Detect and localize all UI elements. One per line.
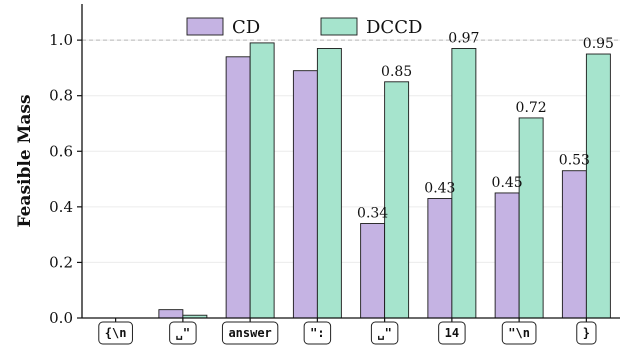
bar-cd [225, 56, 251, 319]
legend: CD DCCD [186, 17, 422, 38]
data-label: 0.95 [583, 36, 614, 52]
data-label: 0.53 [559, 153, 590, 169]
data-label: 0.34 [357, 206, 388, 222]
grid-layer [82, 39, 620, 319]
y-tick-label: 0.6 [49, 142, 73, 160]
x-tick-label: 14 [445, 326, 459, 340]
data-label: 0.97 [448, 30, 479, 46]
x-tick-box [370, 321, 399, 345]
bar-dccd [249, 42, 275, 319]
bar-cd [494, 192, 520, 319]
bar-layer [158, 42, 611, 319]
y-tick-label: 0.8 [49, 87, 73, 105]
x-tick-box [438, 321, 466, 345]
x-tick-label: ": [310, 326, 324, 340]
bar-cd [292, 70, 318, 319]
bar-dccd [585, 53, 611, 319]
legend-swatch-cd [186, 17, 224, 36]
bar-dccd [451, 48, 477, 319]
x-tick-label: answer [228, 326, 271, 340]
legend-label-cd: CD [232, 17, 260, 38]
x-tick-box [501, 321, 537, 345]
bar-cd [360, 223, 386, 319]
y-tick-label: 0.2 [49, 253, 73, 271]
x-tick-label: ␣" [377, 326, 391, 340]
x-tick-box [303, 321, 332, 345]
x-tick-box [576, 321, 597, 345]
data-label: 0.72 [516, 100, 547, 116]
bar-dccd [316, 48, 342, 319]
frame-layer [77, 4, 620, 322]
data-label: 0.85 [381, 64, 412, 80]
x-tick-box [221, 321, 279, 345]
legend-swatch-dccd [320, 17, 358, 36]
bar-cd [158, 309, 184, 319]
bar-dccd [518, 117, 544, 319]
data-label: 0.43 [424, 181, 455, 197]
x-tick-box [169, 321, 197, 345]
x-tick-label: "\n [508, 326, 530, 340]
bar-cd [561, 170, 587, 319]
x-tick-label: {\n [105, 326, 127, 340]
y-tick-label: 1.0 [49, 31, 73, 49]
label-layer: 0.0 0.2 0.4 0.6 0.8 1.0 0.34 0.43 0.45 0.53 0.85 0.… [49, 30, 614, 345]
x-tick-label: } [583, 326, 590, 340]
y-tick-label: 0.0 [49, 309, 73, 327]
legend-label-dccd: DCCD [366, 17, 422, 38]
x-tick-label: ␣" [176, 326, 190, 340]
y-axis-label: Feasible Mass [15, 94, 35, 227]
y-tick-label: 0.4 [49, 198, 73, 216]
bar-cd [427, 198, 453, 319]
bar-dccd [384, 81, 410, 319]
x-tick-box [98, 321, 133, 345]
data-label: 0.45 [492, 175, 523, 191]
